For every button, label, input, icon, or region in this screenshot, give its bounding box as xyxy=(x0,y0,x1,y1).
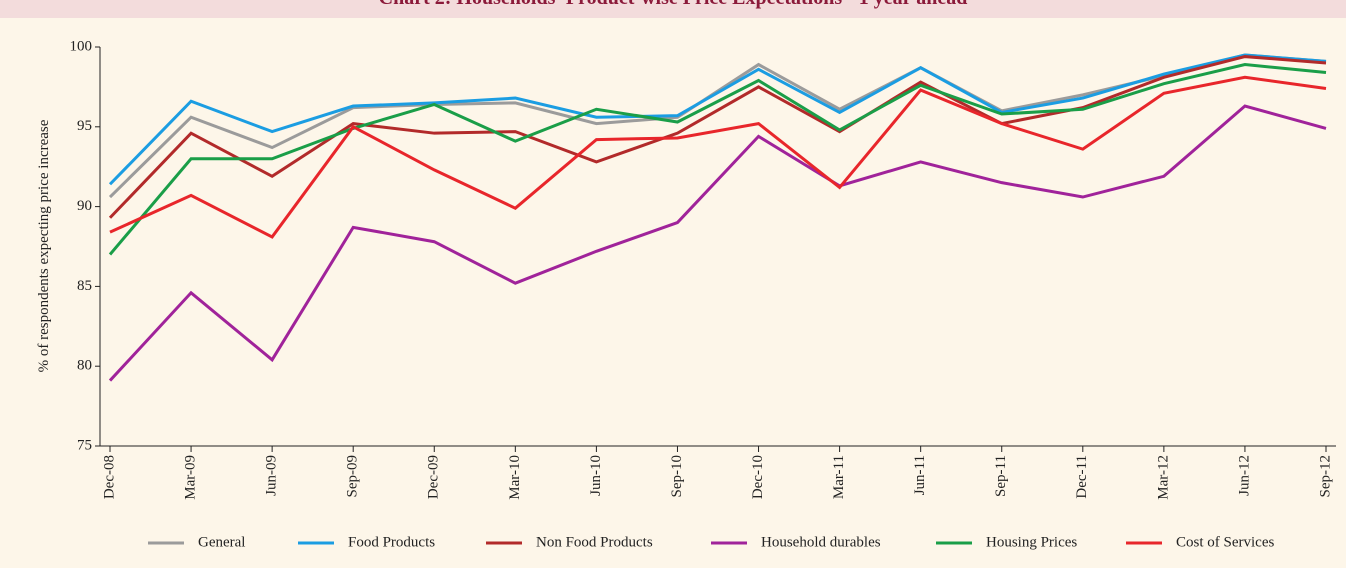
x-tick-label: Mar-12 xyxy=(1155,455,1171,500)
x-tick-label: Dec-11 xyxy=(1074,455,1090,499)
x-tick-label: Dec-08 xyxy=(101,455,117,499)
x-tick-label: Dec-10 xyxy=(750,455,766,499)
x-tick-label: Jun-10 xyxy=(588,455,604,496)
x-tick-label: Mar-11 xyxy=(831,455,847,499)
series-line xyxy=(108,55,1327,219)
y-axis-label: % of respondents expecting price increas… xyxy=(36,119,52,372)
legend-label: Housing Prices xyxy=(986,534,1077,550)
series-line xyxy=(108,104,1327,382)
x-tick-label: Sep-09 xyxy=(345,455,361,498)
x-tick-label: Sep-12 xyxy=(1317,455,1333,498)
chart-title: Chart 2: Households' Product-wise Price … xyxy=(379,0,968,9)
legend-label: General xyxy=(198,534,245,550)
x-tick-label: Mar-09 xyxy=(183,455,199,500)
x-tick-label: Sep-11 xyxy=(993,455,1009,497)
x-tick-label: Jun-11 xyxy=(912,455,928,495)
y-tick-label: 75 xyxy=(77,437,92,453)
x-tick-label: Dec-09 xyxy=(426,455,442,499)
x-tick-label: Jun-12 xyxy=(1236,455,1252,496)
legend-label: Household durables xyxy=(761,534,881,550)
y-tick-label: 100 xyxy=(70,38,93,54)
y-tick-label: 95 xyxy=(77,118,92,134)
series-line xyxy=(109,75,1327,239)
legend-label: Cost of Services xyxy=(1176,534,1274,550)
y-tick-label: 80 xyxy=(77,358,92,374)
title-bar xyxy=(0,0,1346,18)
legend-label: Non Food Products xyxy=(536,534,653,550)
series-line xyxy=(108,53,1327,186)
y-tick-label: 85 xyxy=(77,278,92,294)
x-tick-label: Sep-10 xyxy=(669,455,685,498)
x-tick-label: Mar-10 xyxy=(507,455,523,500)
series-line xyxy=(108,63,1327,256)
legend-label: Food Products xyxy=(348,534,435,550)
y-tick-label: 90 xyxy=(77,198,92,214)
x-tick-label: Jun-09 xyxy=(264,455,280,496)
